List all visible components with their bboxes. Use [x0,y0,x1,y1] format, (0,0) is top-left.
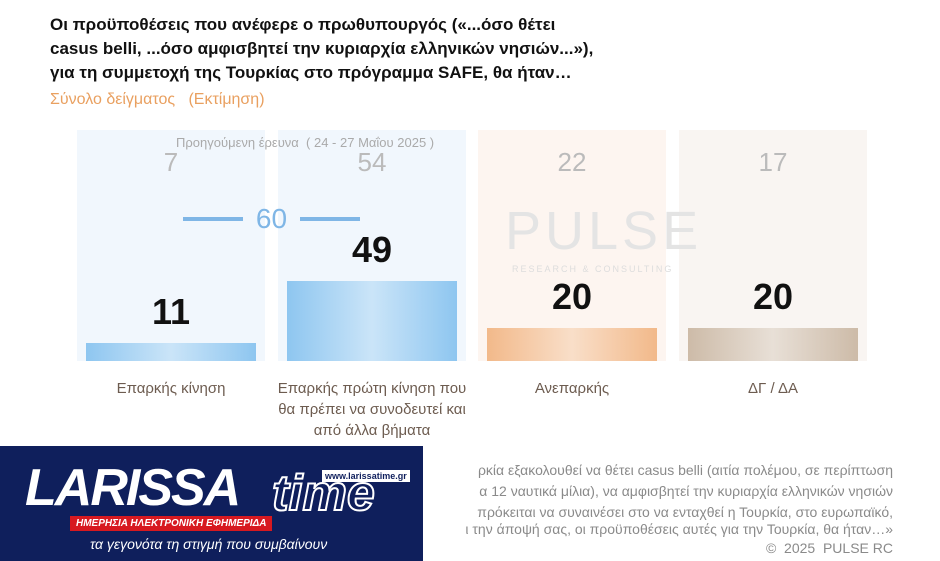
value-label: 49 [351,229,393,271]
logo: LARISSA time www.larissatime.gr ΗΜΕΡΗΣΙΑ… [0,446,423,561]
value-label: 20 [551,276,593,318]
category-label: ΔΓ / ΔΑ [748,380,798,397]
footnote-line: ι την άποψή σας, οι προϋποθέσεις αυτές γ… [465,521,893,537]
watermark-sub: RESEARCH & CONSULTING [512,264,674,274]
value-label: 11 [151,291,191,333]
copyright: © 2025 PULSE RC [765,540,893,556]
combined-dash [183,217,243,221]
logo-tag: ΗΜΕΡΗΣΙΑ ΗΛΕΚΤΡΟΝΙΚΗ ΕΦΗΜΕΡΙΔΑ [70,516,273,531]
value-label: 20 [752,276,794,318]
footnote-line: ρκία εξακολουθεί να θέτει casus belli (α… [477,462,893,478]
footnote-line: πρόκειται να συναινέσει στο να ενταχθεί … [477,504,893,520]
previous-label: Προηγούμενη έρευνα ( 24 - 27 Μαΐου 2025 … [176,135,435,150]
title-line: casus belli, ...όσο αμφισβητεί την κυρια… [50,39,594,58]
category-label: Επαρκής κίνηση [116,380,226,397]
combined-dash [300,217,360,221]
logo-slogan: τα γεγονότα τη στιγμή που συμβαίνουν [90,536,328,552]
previous-value: 54 [357,147,387,177]
previous-value: 22 [557,147,587,177]
combined-value: 60 [255,203,288,234]
title-line: Οι προϋποθέσεις που ανέφερε ο πρωθυπουργ… [50,15,556,34]
subtitle: Σύνολο δείγματος (Εκτίμηση) [50,91,265,108]
column-background [478,130,666,361]
category-label: Επαρκής πρώτη κίνηση που θα πρέπει να συ… [277,380,467,439]
category-label: Ανεπαρκής [534,380,610,397]
column-background [77,130,265,361]
watermark: PULSE [505,201,703,261]
previous-value: 7 [163,147,179,177]
chart: PULSE RESEARCH & CONSULTING 11 7 Επαρκής κίν… [77,130,867,439]
previous-value: 17 [758,147,788,177]
bar [688,328,858,361]
logo-url: www.larissatime.gr [322,470,410,482]
bar [487,328,657,361]
logo-name: LARISSA [25,459,241,517]
bar [86,343,256,361]
bar [287,281,457,361]
title-line: για τη συμμετοχή της Τουρκίας στο πρόγρα… [50,63,572,82]
footnote-line: α 12 ναυτικά μίλια), να αμφισβητεί την κ… [479,483,893,499]
column-background [679,130,867,361]
